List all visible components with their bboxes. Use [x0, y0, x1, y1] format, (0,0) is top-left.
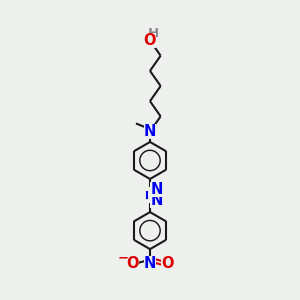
Text: O: O — [144, 33, 156, 48]
Text: N: N — [144, 124, 156, 139]
Text: N: N — [150, 193, 163, 208]
Text: N: N — [144, 256, 156, 271]
Text: −: − — [118, 252, 129, 265]
Text: O: O — [161, 256, 173, 271]
Text: H: H — [147, 28, 158, 40]
Text: O: O — [127, 256, 139, 271]
Text: N: N — [150, 182, 163, 197]
